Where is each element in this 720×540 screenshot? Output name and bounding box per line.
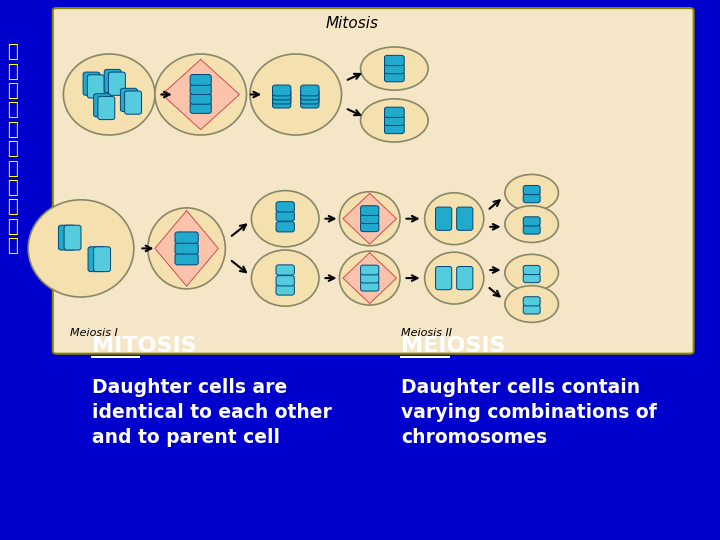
FancyBboxPatch shape (98, 96, 114, 120)
FancyBboxPatch shape (361, 265, 379, 275)
Text: Meiosis I: Meiosis I (71, 328, 118, 338)
Ellipse shape (63, 54, 155, 135)
FancyBboxPatch shape (175, 253, 198, 265)
FancyBboxPatch shape (190, 75, 211, 85)
FancyBboxPatch shape (276, 285, 294, 295)
Polygon shape (162, 59, 240, 130)
Text: Meiosis II: Meiosis II (401, 328, 452, 338)
FancyBboxPatch shape (276, 211, 294, 221)
FancyBboxPatch shape (523, 266, 540, 275)
Polygon shape (343, 193, 397, 244)
FancyBboxPatch shape (384, 71, 404, 82)
Text: Mitosis: Mitosis (325, 16, 379, 31)
FancyBboxPatch shape (301, 93, 319, 104)
FancyBboxPatch shape (175, 232, 198, 243)
Ellipse shape (505, 286, 559, 322)
FancyBboxPatch shape (301, 85, 319, 96)
FancyBboxPatch shape (120, 88, 138, 111)
FancyBboxPatch shape (190, 103, 211, 113)
FancyBboxPatch shape (190, 84, 211, 94)
Text: Daughter cells are
identical to each other
and to parent cell: Daughter cells are identical to each oth… (91, 378, 331, 447)
FancyBboxPatch shape (273, 89, 291, 100)
Ellipse shape (425, 193, 484, 245)
Ellipse shape (505, 174, 559, 211)
FancyBboxPatch shape (273, 93, 291, 104)
Text: MITOSIS: MITOSIS (91, 335, 196, 356)
FancyBboxPatch shape (523, 185, 540, 194)
FancyBboxPatch shape (523, 225, 540, 234)
FancyBboxPatch shape (109, 72, 125, 95)
FancyBboxPatch shape (125, 91, 142, 114)
FancyBboxPatch shape (384, 116, 404, 126)
FancyBboxPatch shape (361, 281, 379, 291)
Ellipse shape (251, 250, 319, 306)
FancyBboxPatch shape (361, 206, 379, 215)
FancyBboxPatch shape (436, 207, 451, 230)
FancyBboxPatch shape (88, 247, 105, 272)
FancyBboxPatch shape (523, 193, 540, 202)
Ellipse shape (28, 200, 134, 297)
FancyBboxPatch shape (361, 214, 379, 224)
FancyBboxPatch shape (276, 221, 294, 232)
FancyBboxPatch shape (273, 97, 291, 108)
FancyBboxPatch shape (58, 225, 76, 250)
FancyBboxPatch shape (83, 72, 100, 95)
FancyBboxPatch shape (94, 247, 111, 272)
FancyBboxPatch shape (523, 217, 540, 226)
FancyBboxPatch shape (64, 225, 81, 250)
FancyBboxPatch shape (384, 107, 404, 117)
Polygon shape (343, 253, 397, 303)
Text: 有
丝
分
裂
和
减
数
分
裂
比
较: 有 丝 分 裂 和 减 数 分 裂 比 较 (7, 43, 18, 255)
FancyBboxPatch shape (190, 93, 211, 104)
FancyBboxPatch shape (301, 89, 319, 100)
FancyBboxPatch shape (523, 305, 540, 314)
FancyBboxPatch shape (276, 265, 294, 275)
FancyBboxPatch shape (361, 222, 379, 232)
FancyBboxPatch shape (456, 207, 473, 230)
FancyBboxPatch shape (175, 242, 198, 254)
FancyBboxPatch shape (384, 55, 404, 65)
Ellipse shape (425, 252, 484, 304)
Ellipse shape (251, 191, 319, 247)
FancyBboxPatch shape (361, 273, 379, 283)
FancyBboxPatch shape (456, 266, 473, 289)
Ellipse shape (361, 99, 428, 142)
FancyBboxPatch shape (384, 124, 404, 134)
FancyBboxPatch shape (94, 94, 111, 117)
Ellipse shape (505, 206, 559, 242)
FancyBboxPatch shape (384, 63, 404, 73)
FancyBboxPatch shape (104, 69, 121, 93)
Text: MEIOSIS: MEIOSIS (401, 335, 506, 356)
Ellipse shape (361, 47, 428, 90)
FancyBboxPatch shape (436, 266, 451, 289)
Ellipse shape (505, 254, 559, 291)
FancyBboxPatch shape (276, 275, 294, 286)
FancyBboxPatch shape (53, 8, 693, 354)
Text: Daughter cells contain
varying combinations of
chromosomes: Daughter cells contain varying combinati… (401, 378, 657, 447)
FancyBboxPatch shape (523, 296, 540, 306)
Ellipse shape (148, 208, 225, 289)
Ellipse shape (250, 54, 341, 135)
Ellipse shape (339, 192, 400, 246)
FancyBboxPatch shape (87, 75, 104, 98)
FancyBboxPatch shape (523, 273, 540, 283)
Ellipse shape (155, 54, 246, 135)
FancyBboxPatch shape (276, 201, 294, 212)
Ellipse shape (339, 251, 400, 305)
FancyBboxPatch shape (301, 97, 319, 108)
Polygon shape (155, 211, 218, 286)
FancyBboxPatch shape (273, 85, 291, 96)
